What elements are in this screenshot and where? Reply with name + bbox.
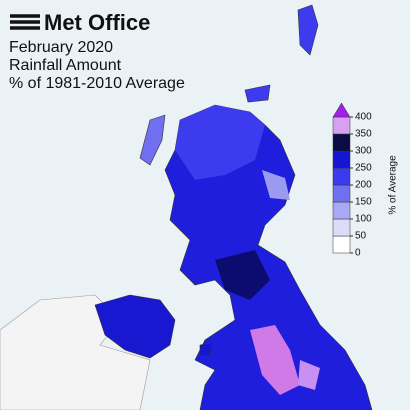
- colorbar: 0 50 100 150 200 250 300 350 400: [332, 102, 372, 259]
- colorbar-bin: [332, 184, 351, 203]
- colorbar-bin: [332, 116, 351, 135]
- northern-ireland: [94, 294, 176, 359]
- colorbar-tick-label: 300: [355, 146, 372, 157]
- title-line: Rainfall Amount: [9, 57, 122, 74]
- colorbar-tick-label: 150: [355, 197, 372, 208]
- region-highlands: [175, 105, 265, 180]
- orkney: [244, 84, 271, 103]
- region-southern-uplands: [215, 250, 270, 300]
- colorbar-tick-label: 100: [355, 214, 372, 225]
- colorbar-tick-label: 350: [355, 129, 372, 140]
- colorbar-bin: [332, 235, 351, 254]
- title-line: % of 1981-2010 Average: [9, 75, 185, 92]
- colorbar-bin: [332, 201, 351, 220]
- isle-of-man: [199, 342, 213, 357]
- title-line: February 2020: [9, 39, 113, 56]
- colorbar-bin: [332, 150, 351, 169]
- colorbar-tick-label: 250: [355, 163, 372, 174]
- logo-text: Met Office: [44, 10, 150, 35]
- shetland: [297, 4, 319, 56]
- logo-icon: [10, 14, 40, 30]
- colorbar-label: % of Average: [388, 155, 399, 215]
- colorbar-bin: [332, 133, 351, 152]
- colorbar-tick-label: 50: [355, 231, 367, 242]
- colorbar-tick-label: 200: [355, 180, 372, 191]
- region-aberdeenshire: [262, 170, 290, 200]
- colorbar-over: [332, 102, 351, 118]
- colorbar-bin: [332, 167, 351, 186]
- colorbar-tick-label: 0: [355, 248, 361, 259]
- region-pennines-high: [250, 325, 300, 395]
- region-yorkshire-high: [298, 360, 320, 390]
- colorbar-bin: [332, 218, 351, 237]
- colorbar-tick-label: 400: [355, 112, 372, 123]
- outer-hebrides: [139, 114, 166, 166]
